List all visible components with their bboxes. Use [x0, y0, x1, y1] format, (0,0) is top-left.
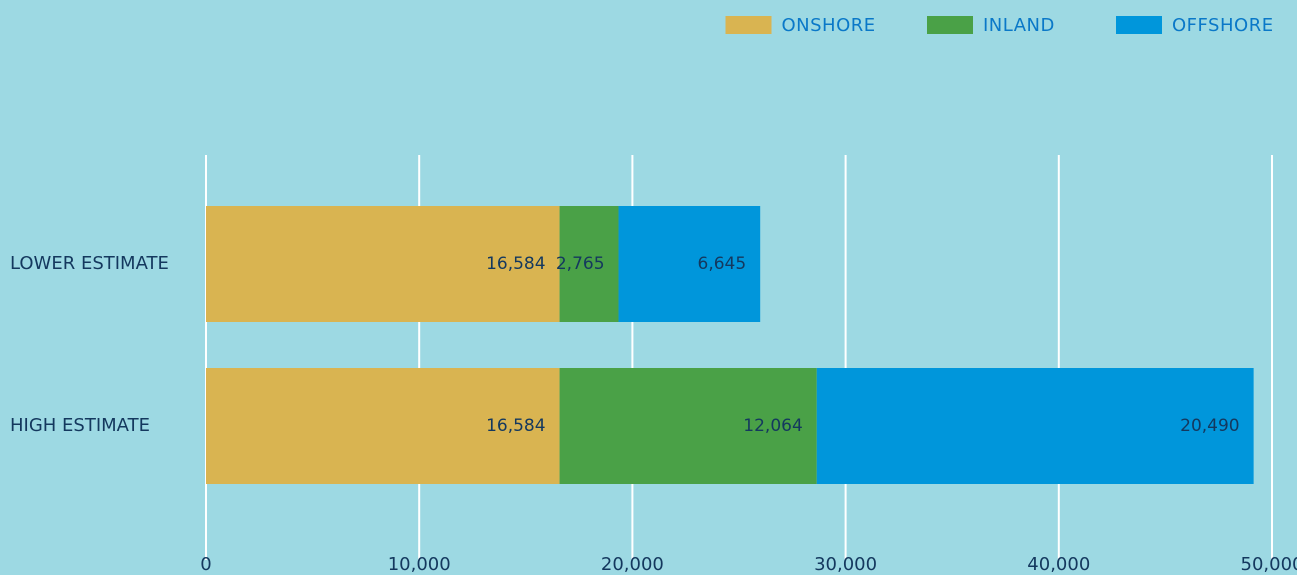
value-label: 6,645: [698, 254, 747, 274]
legend-swatch: [927, 16, 973, 34]
value-label: 2,765: [556, 254, 605, 274]
legend-swatch: [1116, 16, 1162, 34]
bar-segment: [816, 368, 1254, 484]
legend-label: ONSHORE: [782, 15, 876, 36]
value-label: 16,584: [486, 416, 545, 436]
x-tick-label: 50,000: [1241, 554, 1297, 575]
bar-segment: [618, 206, 761, 322]
x-tick-label: 30,000: [814, 554, 877, 575]
bar-segment: [206, 368, 560, 484]
x-tick-label: 10,000: [388, 554, 451, 575]
x-tick-label: 0: [200, 554, 211, 575]
value-label: 20,490: [1180, 416, 1239, 436]
bar-segment: [559, 368, 817, 484]
category-label: LOWER ESTIMATE: [10, 253, 169, 274]
value-label: 12,064: [743, 416, 802, 436]
legend-label: OFFSHORE: [1172, 15, 1274, 36]
bar-segment: [559, 206, 619, 322]
legend-swatch: [725, 16, 772, 34]
x-tick-label: 40,000: [1027, 554, 1090, 575]
category-label: HIGH ESTIMATE: [10, 415, 150, 436]
bar-segment: [206, 206, 560, 322]
value-label: 16,584: [486, 254, 545, 274]
legend-label: INLAND: [983, 15, 1055, 36]
x-tick-label: 20,000: [601, 554, 664, 575]
